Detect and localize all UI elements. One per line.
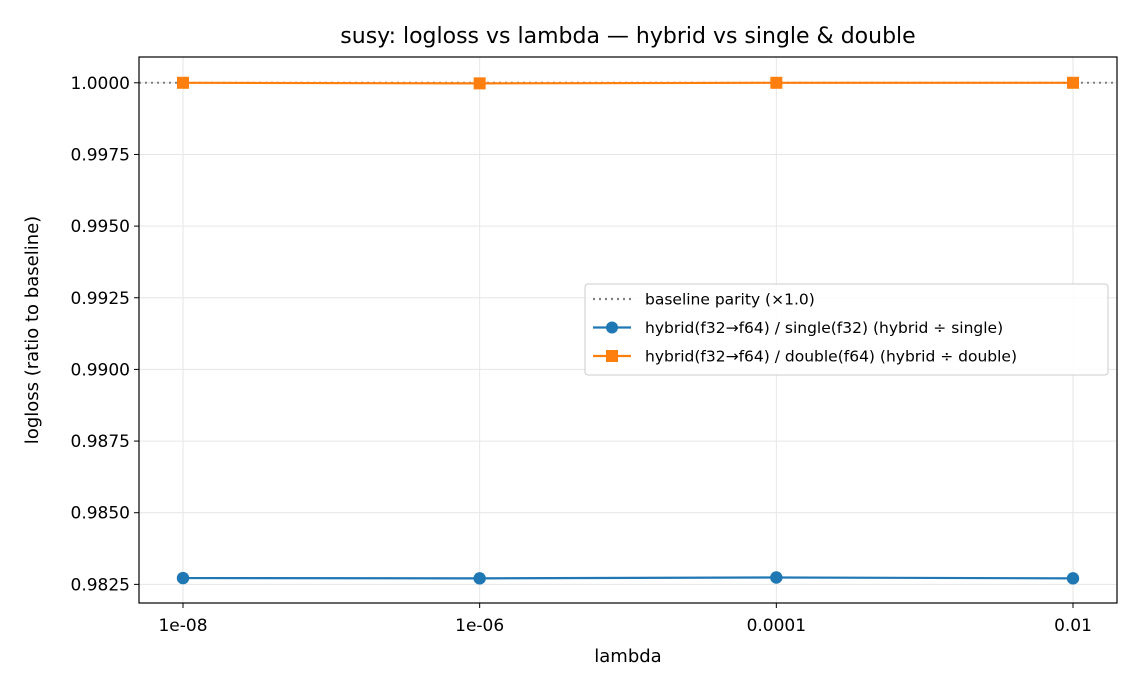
legend-marker (606, 321, 618, 334)
data-point (473, 77, 486, 90)
y-tick-label: 0.9900 (71, 360, 130, 380)
y-tick-label: 0.9975 (71, 145, 130, 165)
y-tick-label: 0.9850 (71, 504, 130, 524)
data-point (176, 571, 190, 585)
x-tick-label: 0.01 (1054, 616, 1092, 636)
legend-entry: hybrid(f32→f64) / single(f32) (hybrid ÷ … (593, 319, 1003, 337)
legend-label: hybrid(f32→f64) / single(f32) (hybrid ÷ … (645, 319, 1003, 337)
legend-marker (606, 350, 618, 362)
x-axis: 1e-08 1e-06 0.0001 0.01 (158, 603, 1092, 636)
data-point (1066, 572, 1080, 585)
y-tick-label: 0.9925 (71, 289, 130, 309)
data-point (473, 572, 486, 585)
legend-entry: baseline parity (×1.0) (593, 291, 815, 309)
x-tick-label: 1e-08 (158, 616, 207, 636)
y-tick-label: 1.0000 (71, 74, 130, 94)
data-point (770, 571, 783, 584)
x-tick-label: 1e-06 (455, 616, 504, 636)
plot-frame (138, 56, 1118, 604)
legend-label: baseline parity (×1.0) (645, 291, 815, 309)
legend-entry: hybrid(f32→f64) / double(f64) (hybrid ÷ … (593, 348, 1017, 366)
y-tick-label: 0.9875 (71, 432, 130, 452)
series-line (182, 576, 1074, 580)
legend: baseline parity (×1.0) hybrid(f32→f64) / … (584, 283, 1109, 376)
data-point (1067, 76, 1079, 89)
chart-title: susy: logloss vs lambda — hybrid vs sing… (340, 24, 915, 49)
y-axis-label: logloss (ratio to baseline) (22, 216, 43, 444)
y-axis: 0.9825 0.9850 0.9875 0.9900 0.9925 0.9950 0.99… (71, 74, 139, 595)
y-tick-label: 0.9950 (71, 217, 130, 237)
series-line (182, 81, 1073, 85)
series-layer (176, 76, 1080, 585)
legend-label: hybrid(f32→f64) / double(f64) (hybrid ÷ … (645, 348, 1017, 366)
legend-box (584, 283, 1109, 376)
x-axis-label: lambda (594, 646, 661, 667)
data-point (770, 76, 783, 89)
data-point (177, 76, 189, 89)
series-2 (177, 76, 1079, 90)
y-tick-label: 0.9825 (71, 575, 130, 595)
x-tick-label: 0.0001 (747, 616, 806, 636)
series-1 (176, 571, 1080, 585)
